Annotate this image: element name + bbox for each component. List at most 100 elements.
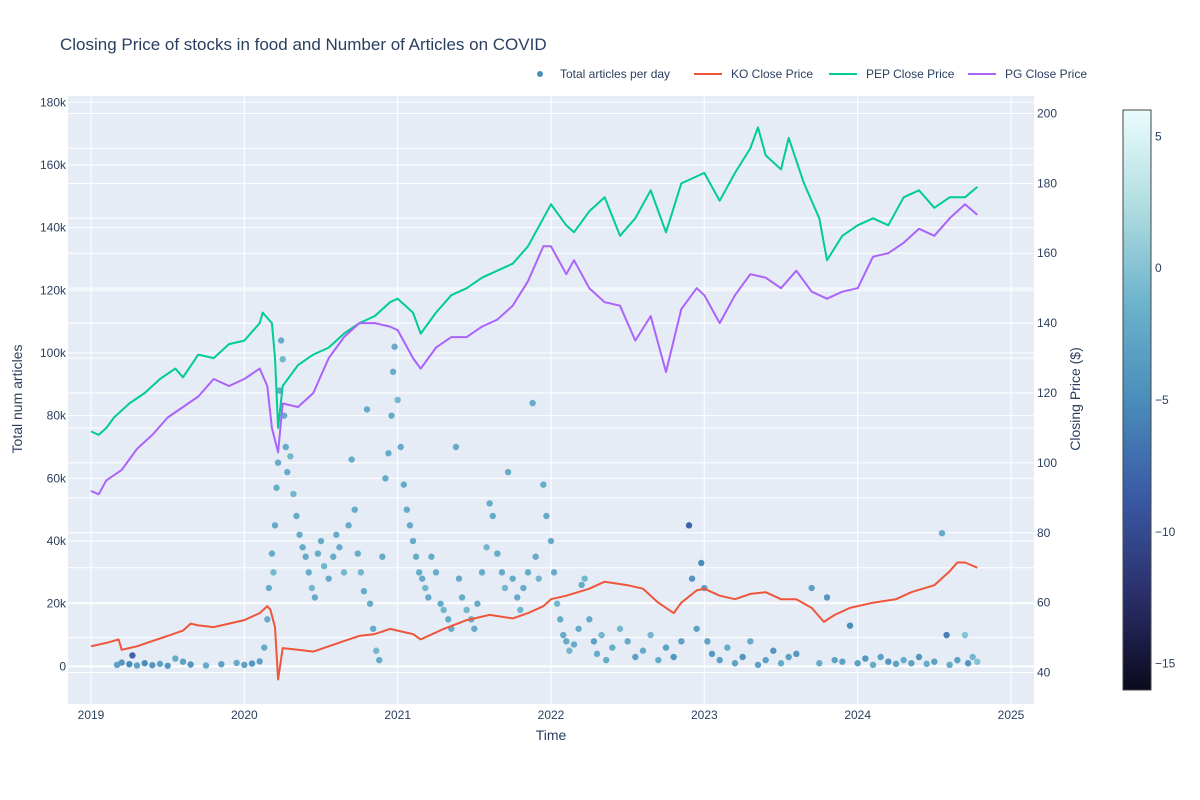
scatter-point	[483, 544, 490, 551]
scatter-point	[494, 550, 501, 557]
scatter-point	[529, 399, 536, 407]
scatter-point	[685, 522, 693, 529]
scatter-point	[400, 481, 407, 488]
scatter-point	[823, 594, 831, 601]
scatter-point	[731, 660, 739, 667]
scatter-point	[770, 647, 777, 654]
colorbar: 5 0 −5 −10 −15	[1122, 109, 1176, 691]
scatter-point	[320, 562, 328, 570]
scatter-point	[282, 443, 289, 451]
scatter-point	[296, 531, 303, 538]
scatter-point	[336, 544, 343, 551]
scatter-point	[655, 656, 662, 664]
scatter-point	[271, 522, 279, 529]
y-left-tick-label: 120k	[40, 283, 67, 297]
scatter-point	[716, 656, 723, 664]
scatter-point	[348, 456, 355, 463]
y-right-tick-label: 200	[1037, 106, 1057, 120]
scatter-point	[777, 660, 785, 667]
scatter-point	[943, 631, 950, 639]
scatter-point	[877, 653, 884, 661]
scatter-point	[831, 656, 838, 664]
scatter-point	[302, 553, 309, 560]
scatter-point	[678, 638, 685, 645]
scatter-point	[172, 655, 179, 662]
scatter-point	[379, 553, 386, 560]
scatter-point	[452, 443, 460, 451]
scatter-point	[385, 450, 392, 457]
scatter-point	[560, 631, 567, 639]
legend-item-label: KO Close Price	[731, 67, 813, 81]
scatter-point	[816, 660, 823, 667]
y-right-tick-label: 140	[1037, 316, 1057, 330]
scatter-point	[422, 584, 429, 592]
scatter-point	[598, 631, 605, 639]
legend-marker-icon	[537, 71, 543, 77]
scatter-point	[351, 506, 358, 513]
scatter-point	[241, 661, 248, 669]
y-right-tick-label: 80	[1037, 526, 1051, 540]
scatter-point	[290, 490, 297, 498]
scatter-point	[869, 661, 877, 669]
scatter-point	[325, 575, 332, 582]
scatter-point	[268, 550, 276, 557]
scatter-point	[739, 653, 746, 661]
scatter-point	[698, 559, 705, 567]
scatter-point	[553, 600, 561, 607]
x-axis-title: Time	[536, 727, 567, 743]
scatter-point	[354, 550, 361, 557]
scatter-point	[747, 638, 754, 645]
scatter-point	[570, 641, 578, 648]
scatter-point	[455, 575, 463, 582]
scatter-point	[164, 662, 171, 669]
scatter-point	[406, 522, 414, 529]
scatter-point	[445, 616, 452, 623]
line-pg-close-price	[90, 203, 978, 496]
scatter-point	[463, 606, 470, 614]
scatter-point	[360, 587, 368, 595]
scatter-point	[419, 575, 426, 582]
colorbar-tick-label: −10	[1155, 525, 1176, 539]
scatter-point	[647, 631, 654, 639]
legend-item-label: PG Close Price	[1005, 67, 1087, 81]
scatter-point	[923, 660, 930, 668]
scatter-point	[474, 600, 481, 607]
scatter-point	[273, 484, 280, 491]
scatter-point	[308, 584, 315, 592]
scatter-point	[931, 658, 938, 665]
scatter-point	[218, 660, 225, 668]
line-pep-close-price	[90, 126, 978, 436]
scatter-point	[458, 594, 466, 601]
scatter-point	[388, 412, 395, 419]
scatter-point	[590, 638, 598, 645]
scatter-point	[129, 652, 136, 659]
scatter-point	[609, 644, 616, 651]
y-right-tick-label: 160	[1037, 246, 1057, 260]
scatter-point	[662, 644, 670, 651]
scatter-point	[639, 647, 647, 654]
scatter-point	[248, 660, 256, 667]
scatter-point	[412, 553, 420, 560]
colorbar-tick-label: −5	[1155, 393, 1169, 407]
y-axis-right-title: Closing Price ($)	[1067, 347, 1083, 450]
scatter-point	[311, 594, 319, 601]
scatter-point	[754, 661, 762, 669]
scatter-point	[535, 575, 542, 582]
scatter-point	[391, 343, 398, 350]
scatter-point	[517, 606, 524, 614]
scatter-point	[432, 569, 440, 576]
scatter-point	[520, 584, 527, 592]
scatter-point	[270, 569, 277, 576]
legend-item-label: Total articles per day	[560, 67, 670, 81]
y-right-tick-label: 40	[1037, 666, 1051, 680]
scatter-point	[846, 622, 854, 629]
y-right-tick-label: 180	[1037, 176, 1057, 190]
y-right-tick-label: 100	[1037, 456, 1057, 470]
scatter-point	[366, 600, 374, 607]
scatter-point	[437, 600, 444, 607]
scatter-point	[233, 659, 240, 667]
scatter-point	[581, 575, 588, 582]
colorbar-tick-label: −15	[1155, 657, 1176, 671]
scatter-point	[369, 625, 377, 632]
